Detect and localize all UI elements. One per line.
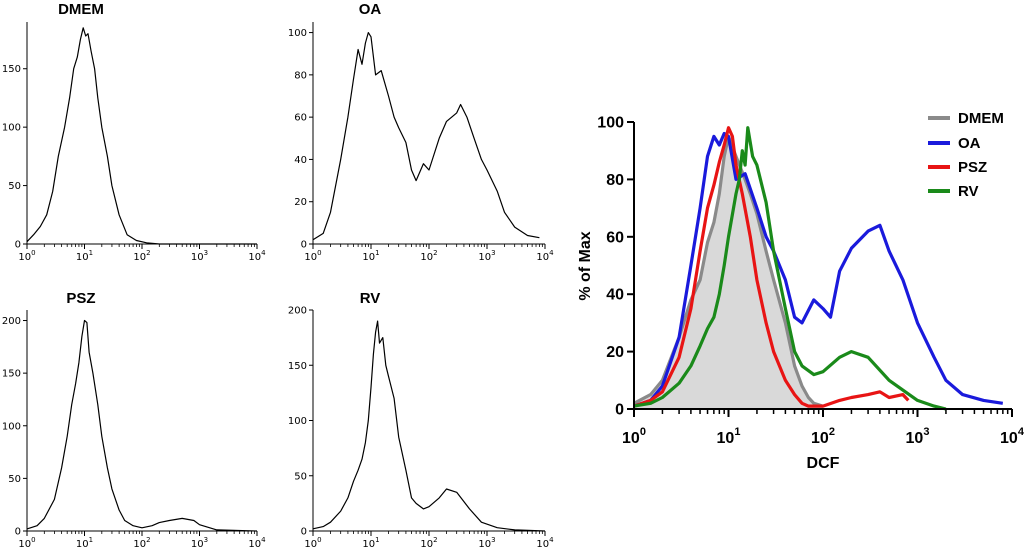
oa-y-tick-label: 100 [288, 28, 307, 39]
rv-histogram-line [312, 320, 546, 532]
oa-y-tick-label: 60 [294, 113, 307, 124]
dmem-y-tick-label: 0 [15, 240, 21, 251]
oa-y-tick-label: 80 [294, 70, 307, 81]
rv-x-tick-label: 100 [304, 536, 321, 550]
dmem-x-tick-label: 103 [191, 249, 208, 263]
oa-panel-title: OA [359, 1, 382, 18]
dmem-x-tick-label: 101 [76, 249, 93, 263]
psz-panel-title: PSZ [66, 290, 95, 307]
psz-x-tick-label: 100 [18, 536, 35, 550]
overlay-x-tick-label: 101 [717, 426, 741, 447]
psz-x-tick-label: 101 [76, 536, 93, 550]
rv-panel-title: RV [360, 290, 381, 307]
dmem-y-tick-label: 150 [2, 64, 21, 75]
overlay-x-tick-label: 100 [622, 426, 646, 447]
rv-x-tick-label: 101 [362, 536, 379, 550]
dmem-y-tick-label: 50 [8, 181, 21, 192]
rv-series-line [633, 126, 947, 411]
oa-histogram-line [312, 31, 540, 241]
rv-y-tick-label: 50 [294, 471, 307, 482]
dmem-fill-area [634, 136, 823, 409]
dmem-x-tick-label: 100 [18, 249, 35, 263]
dmem-x-tick-label: 104 [248, 249, 266, 263]
dmem-panel-title: DMEM [58, 1, 104, 18]
oa-x-tick-label: 101 [362, 249, 379, 263]
rv-x-tick-label: 102 [420, 536, 437, 550]
psz-x-tick-label: 102 [133, 536, 150, 550]
overlay-y-tick-label: 60 [606, 229, 624, 246]
dmem-histogram-line [26, 27, 257, 245]
overlay-y-tick-label: 20 [606, 344, 624, 361]
overlay-x-tick-label: 102 [811, 426, 835, 447]
psz-y-tick-label: 200 [2, 316, 21, 327]
legend-label-oa: OA [958, 135, 981, 152]
overlay-x-tick-label: 104 [1000, 426, 1024, 447]
legend-label-psz: PSZ [958, 159, 987, 176]
overlay-y-tick-label: 100 [597, 115, 624, 132]
rv-y-tick-label: 200 [288, 306, 307, 317]
overlay-y-tick-label: 40 [606, 287, 624, 304]
psz-x-tick-label: 103 [191, 536, 208, 550]
psz-histogram-line [26, 319, 258, 532]
legend-label-dmem: DMEM [958, 110, 1004, 127]
oa-x-tick-label: 104 [536, 249, 554, 263]
legend-label-rv: RV [958, 183, 979, 200]
dmem-panel: 0 50 100 150 100 101 102 103 104 [2, 22, 266, 263]
psz-y-tick-label: 0 [15, 527, 21, 538]
oa-y-tick-label: 40 [294, 155, 307, 166]
overlay-y-tick-label: 0 [615, 402, 624, 419]
big-chart-x-axis-label: DCF [807, 455, 840, 472]
overlay-y-tick-label: 80 [606, 172, 624, 189]
rv-x-tick-label: 103 [478, 536, 495, 550]
big-chart-y-axis-label: % of Max [577, 231, 594, 300]
overlay-chart: 0 20 40 60 80 100 100 101 102 103 104 [597, 115, 1024, 448]
oa-x-tick-label: 100 [304, 249, 321, 263]
rv-y-tick-label: 100 [288, 416, 307, 427]
rv-x-tick-label: 104 [536, 536, 554, 550]
psz-panel: 0 50 100 150 200 100 101 102 103 104 [2, 310, 266, 550]
oa-panel: 0 20 40 60 80 100 100 101 102 103 104 [288, 22, 554, 263]
oa-series-line [633, 131, 1004, 408]
dmem-x-tick-label: 102 [133, 249, 150, 263]
legend: DMEM OA PSZ RV [928, 110, 1004, 200]
oa-y-tick-label: 0 [301, 240, 307, 251]
dmem-y-tick-label: 100 [2, 123, 21, 134]
psz-series-line [633, 126, 910, 408]
rv-y-tick-label: 150 [288, 361, 307, 372]
overlay-x-tick-label: 103 [906, 426, 930, 447]
psz-x-tick-label: 104 [248, 536, 266, 550]
psz-y-tick-label: 100 [2, 421, 21, 432]
rv-y-tick-label: 0 [301, 527, 307, 538]
oa-x-tick-label: 102 [420, 249, 437, 263]
psz-y-tick-label: 50 [8, 474, 21, 485]
oa-x-tick-label: 103 [478, 249, 495, 263]
oa-y-tick-label: 20 [294, 197, 307, 208]
psz-y-tick-label: 150 [2, 369, 21, 380]
rv-panel: 0 50 100 150 200 100 101 102 103 104 [288, 306, 554, 551]
